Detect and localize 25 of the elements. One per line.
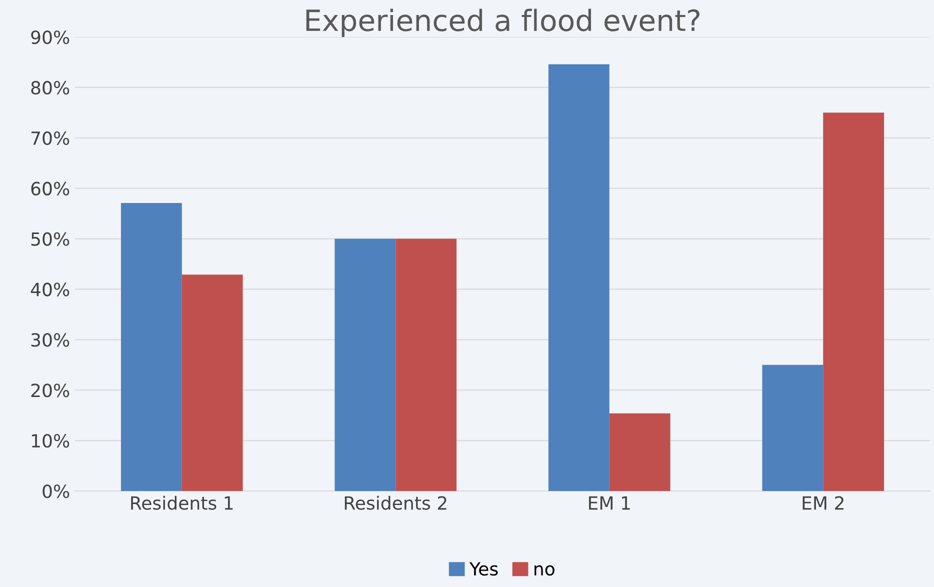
x-tick-label: Residents 2 — [344, 496, 446, 510]
x-tick-label: EM 1 — [589, 496, 630, 510]
legend-label: Yes — [469, 562, 498, 576]
chart-title: Experienced a flood event? — [306, 8, 700, 37]
y-tick-label: 70% — [31, 131, 70, 146]
bar — [182, 274, 243, 491]
bar — [762, 364, 824, 491]
y-tick-label: 10% — [32, 434, 70, 448]
bar — [548, 64, 610, 491]
y-tick-label: 0% — [42, 484, 70, 498]
y-tick-label: 30% — [31, 333, 70, 347]
y-tick-label: 90% — [31, 30, 70, 44]
bar — [823, 112, 884, 491]
y-tick-label: 80% — [31, 80, 70, 95]
legend-label: no — [534, 565, 554, 576]
x-tick-label: EM 2 — [802, 496, 844, 510]
x-tick-label: Residents 1 — [131, 496, 233, 510]
y-tick-label: 20% — [31, 384, 70, 398]
bar — [396, 238, 457, 491]
bar — [609, 413, 670, 491]
y-tick-label: 60% — [31, 182, 70, 196]
y-tick-label: 50% — [31, 232, 70, 246]
bar — [334, 238, 396, 491]
bar — [120, 202, 182, 491]
y-tick-label: 40% — [30, 282, 70, 296]
